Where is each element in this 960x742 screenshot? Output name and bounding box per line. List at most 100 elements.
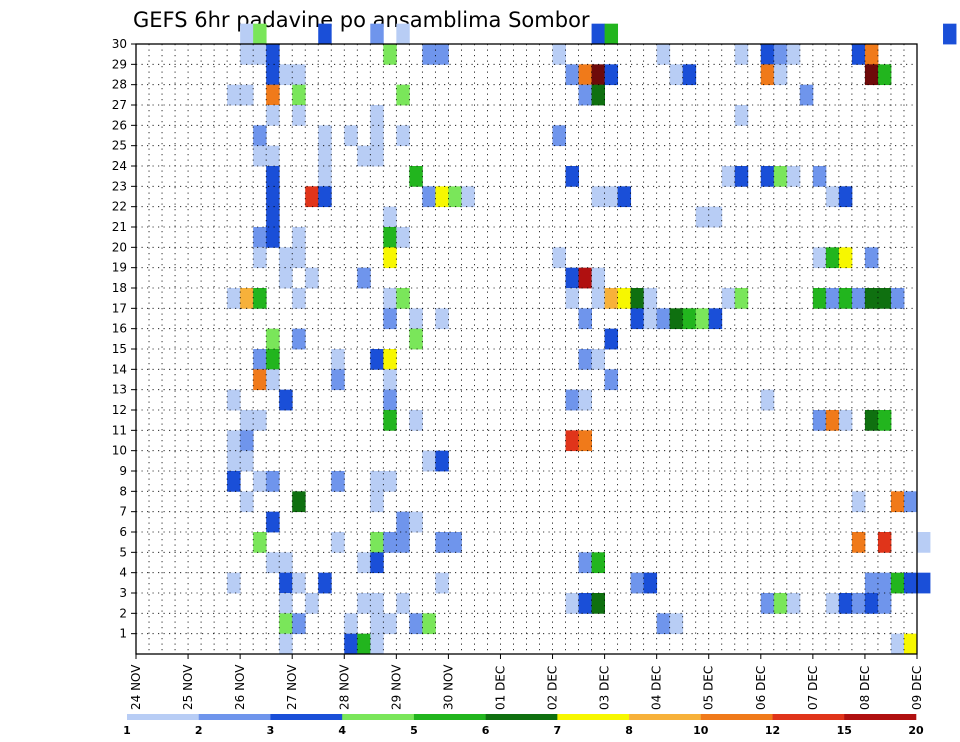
- precip-cell: [370, 552, 384, 574]
- y-tick-label: 24: [112, 159, 127, 173]
- precip-cell: [383, 227, 397, 248]
- precip-cell: [435, 572, 449, 594]
- precip-cell: [344, 633, 358, 655]
- precip-cell: [227, 471, 241, 492]
- precip-cell: [396, 23, 410, 45]
- precip-cell: [435, 186, 449, 208]
- precip-cell: [253, 369, 267, 391]
- precip-cell: [435, 532, 449, 553]
- precip-cell: [851, 593, 866, 614]
- colorbar-segment: [485, 714, 558, 720]
- precip-cell: [279, 613, 293, 635]
- precip-cell: [266, 552, 280, 574]
- precip-cell: [279, 552, 293, 574]
- precip-cell: [409, 166, 423, 187]
- precip-cell: [227, 389, 241, 411]
- x-tick-label: 05 DEC: [702, 666, 716, 710]
- precip-cell: [760, 166, 775, 187]
- precip-cell: [435, 450, 449, 472]
- precip-cell: [396, 125, 410, 147]
- precip-cell: [396, 593, 410, 614]
- precip-cell: [578, 267, 592, 289]
- precip-cell: [331, 471, 345, 492]
- y-tick-label: 9: [119, 464, 127, 478]
- precip-cell: [422, 450, 436, 472]
- precip-cell: [773, 64, 788, 86]
- colorbar-segment: [198, 714, 271, 720]
- precip-cell: [734, 44, 749, 65]
- precip-cell: [448, 186, 462, 208]
- precip-cell: [591, 349, 605, 370]
- precip-cell: [812, 166, 827, 187]
- precip-cell: [812, 247, 827, 269]
- precip-cell: [721, 288, 736, 309]
- precip-cell: [786, 44, 801, 65]
- precip-cell: [877, 572, 892, 594]
- x-axis-tick-labels: 24 NOV 25 NOV 26 NOV 27 NOV 28 NOV 29 NOV 30 N…: [129, 654, 924, 710]
- y-tick-label: 11: [112, 423, 127, 437]
- precip-cell: [760, 593, 775, 614]
- precip-cell: [396, 227, 410, 248]
- precip-cell: [357, 267, 371, 289]
- precip-cell: [838, 247, 853, 269]
- precip-cell: [838, 410, 853, 431]
- precip-cell: [786, 593, 801, 614]
- precip-cell: [279, 267, 293, 289]
- precip-cell: [240, 450, 254, 472]
- precip-cell: [396, 511, 410, 533]
- x-tick-label: 06 DEC: [754, 666, 768, 710]
- precip-cell: [435, 44, 449, 65]
- x-tick-label: 26 NOV: [233, 664, 247, 710]
- precip-cell: [279, 572, 293, 594]
- colorbar-segment: [844, 714, 917, 720]
- precip-cell: [734, 166, 749, 187]
- precip-cell: [409, 613, 423, 635]
- precip-cell: [448, 532, 462, 553]
- precip-cell: [370, 145, 384, 167]
- precip-cell: [292, 613, 306, 635]
- precip-cell: [669, 64, 684, 86]
- precip-cell: [253, 349, 267, 370]
- colorbar-tick-label: 7: [554, 724, 562, 737]
- precip-cell: [370, 491, 384, 513]
- precip-cell: [409, 511, 423, 533]
- precip-cell: [565, 267, 579, 289]
- precip-cell: [383, 247, 397, 269]
- precip-cell: [227, 84, 241, 106]
- precip-cell: [656, 613, 671, 635]
- colorbar-tick-label: 6: [482, 724, 490, 737]
- precip-cell: [864, 44, 879, 65]
- precip-cell: [370, 613, 384, 635]
- precip-cell: [669, 308, 684, 330]
- precip-cell: [422, 44, 436, 65]
- precip-cell: [253, 532, 267, 553]
- precip-cell: [318, 23, 332, 45]
- precip-cell: [799, 84, 814, 106]
- precip-cell: [552, 247, 566, 269]
- precip-cell: [864, 288, 879, 309]
- precip-cell: [630, 308, 645, 330]
- x-tick-label: 08 DEC: [858, 666, 872, 710]
- precip-cell: [578, 84, 592, 106]
- precip-cell: [552, 44, 566, 65]
- colorbar-tick-label: 12: [765, 724, 780, 737]
- precip-cell: [604, 288, 619, 309]
- precip-cell: [383, 613, 397, 635]
- precip-cell: [760, 44, 775, 65]
- precip-cell: [578, 308, 592, 330]
- precip-cell: [266, 186, 280, 208]
- precip-cell: [279, 389, 293, 411]
- y-tick-label: 17: [112, 301, 127, 315]
- precip-cell: [292, 572, 306, 594]
- precip-cell: [292, 288, 306, 309]
- precip-cell: [643, 288, 658, 309]
- precip-cell: [812, 288, 827, 309]
- gridlines: [136, 44, 917, 654]
- y-tick-label: 12: [112, 403, 127, 417]
- precip-cell: [292, 491, 306, 513]
- precip-cell: [409, 410, 423, 431]
- heatmap-cells: [227, 23, 957, 655]
- colorbar-tick-label: 8: [625, 724, 633, 737]
- x-tick-label: 25 NOV: [181, 664, 195, 710]
